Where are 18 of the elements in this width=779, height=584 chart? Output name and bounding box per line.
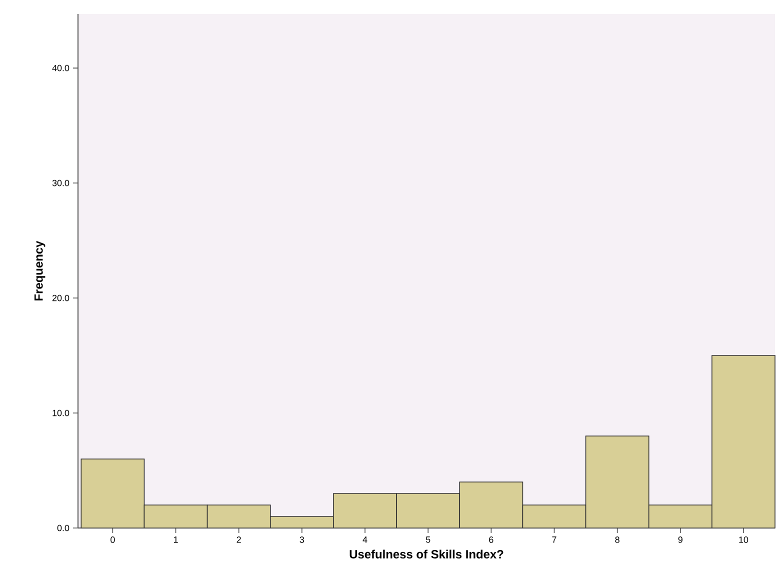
x-tick-label: 2 [236,536,241,543]
x-tick-label: 0 [110,536,115,543]
x-tick-label: 6 [489,536,494,543]
x-tick-label: 1 [174,536,178,543]
y-tick-label: 30.0 [52,180,70,186]
x-tick-label: 4 [362,536,368,543]
x-tick-label: 10 [739,536,748,543]
y-tick-label: 0.0 [57,524,70,532]
y-tick-label: 40.0 [52,64,70,72]
x-tick-label: 7 [552,536,556,543]
y-tick-label: 10.0 [52,410,70,416]
y-tick-label: 20.0 [52,294,70,302]
x-tick-label: 3 [300,536,304,543]
x-tick-label: 8 [615,536,620,543]
y-axis-title: Frequency [34,240,46,300]
x-tick-label: 9 [678,536,682,543]
x-axis-title: Usefulness of Skills Index? [350,550,504,558]
x-tick-label: 5 [426,536,430,543]
